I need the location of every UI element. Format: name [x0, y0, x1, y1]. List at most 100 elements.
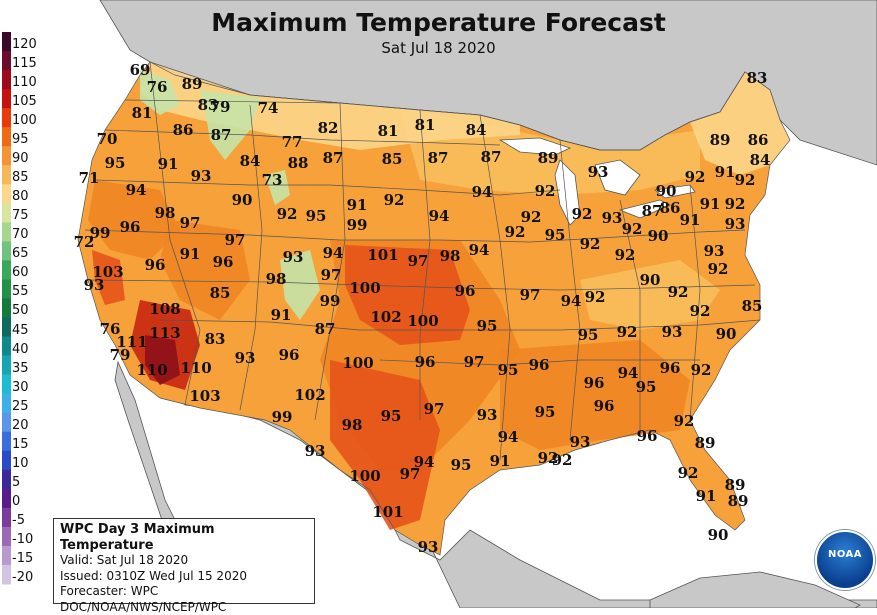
legend-swatch	[2, 146, 11, 166]
temp-label: 93	[235, 349, 256, 367]
temp-label: 100	[349, 279, 380, 297]
temp-label: 100	[342, 354, 373, 372]
temp-label: 91	[347, 196, 368, 214]
temp-label: 86	[173, 121, 194, 139]
temp-label: 98	[440, 247, 461, 265]
legend-label: 55	[12, 285, 29, 299]
temp-label: 91	[700, 195, 721, 213]
legend-swatch	[2, 527, 11, 547]
legend-colorbar	[2, 32, 11, 585]
legend-label: 10	[12, 457, 29, 471]
legend-swatch	[2, 222, 11, 242]
temp-label: 89	[695, 434, 716, 452]
temp-label: 87	[211, 126, 232, 144]
temp-label: 92	[691, 361, 712, 379]
legend-swatch	[2, 565, 11, 585]
temp-label: 74	[258, 99, 279, 117]
legend-label: 65	[12, 247, 29, 261]
temp-label: 100	[407, 312, 438, 330]
temp-label: 99	[320, 292, 341, 310]
legend-label: 90	[12, 152, 29, 166]
temp-label: 92	[735, 171, 756, 189]
temp-label: 96	[120, 218, 141, 236]
temp-label: 94	[472, 183, 493, 201]
temp-label: 102	[370, 308, 401, 326]
map-date: Sat Jul 18 2020	[0, 39, 877, 57]
temp-label: 96	[637, 427, 658, 445]
temp-label: 92	[552, 451, 573, 469]
temp-label: 91	[715, 163, 736, 181]
temp-label: 71	[79, 169, 100, 187]
legend-label: 105	[12, 95, 37, 109]
temp-label: 97	[225, 231, 246, 249]
noaa-logo: NOAA	[815, 530, 875, 590]
legend-swatch	[2, 394, 11, 414]
temp-label: 91	[180, 245, 201, 263]
legend-swatch	[2, 260, 11, 280]
temp-label: 90	[656, 182, 677, 200]
temp-label: 96	[594, 397, 615, 415]
temp-label: 96	[529, 356, 550, 374]
temp-label: 93	[704, 242, 725, 260]
temp-label: 92	[277, 205, 298, 223]
legend-label: 5	[12, 476, 20, 490]
legend-label: 100	[12, 114, 37, 128]
legend-label: 50	[12, 304, 29, 318]
temp-label: 95	[545, 226, 566, 244]
temp-label: 83	[747, 69, 768, 87]
temp-label: 91	[696, 487, 717, 505]
temp-label: 95	[477, 317, 498, 335]
map-title: Maximum Temperature Forecast	[0, 8, 877, 37]
temp-label: 77	[282, 133, 303, 151]
temp-label: 92	[708, 260, 729, 278]
temp-label: 97	[400, 465, 421, 483]
temp-label: 90	[648, 227, 669, 245]
temp-label: 93	[305, 442, 326, 460]
temp-label: 92	[572, 205, 593, 223]
temp-label: 92	[674, 412, 695, 430]
temp-label: 91	[271, 306, 292, 324]
legend-label: 60	[12, 266, 29, 280]
temp-label: 98	[155, 204, 176, 222]
temp-label: 85	[742, 297, 763, 315]
legend-swatch	[2, 298, 11, 318]
legend-swatch	[2, 432, 11, 452]
temp-label: 97	[520, 286, 541, 304]
temp-label: 97	[424, 400, 445, 418]
temp-label: 79	[210, 98, 231, 116]
temp-label: 92	[685, 168, 706, 186]
legend-swatch	[2, 546, 11, 566]
legend-label: 110	[12, 76, 37, 90]
temp-label: 92	[690, 302, 711, 320]
temp-label: 84	[750, 151, 771, 169]
temp-label: 81	[378, 122, 399, 140]
temp-label: 92	[580, 235, 601, 253]
temp-label: 84	[240, 152, 261, 170]
legend-label: -15	[12, 552, 33, 566]
temp-label: 81	[132, 104, 153, 122]
temp-label: 95	[105, 154, 126, 172]
temp-label: 93	[602, 209, 623, 227]
temp-label: 95	[451, 456, 472, 474]
temp-label: 90	[716, 325, 737, 343]
temp-label: 96	[584, 374, 605, 392]
temp-label: 103	[189, 387, 220, 405]
temp-label: 98	[342, 416, 363, 434]
temp-label: 91	[680, 211, 701, 229]
temp-label: 89	[538, 149, 559, 167]
temp-label: 92	[668, 283, 689, 301]
temp-label: 92	[617, 323, 638, 341]
temp-label: 94	[323, 244, 344, 262]
temp-label: 93	[662, 323, 683, 341]
legend-swatch	[2, 165, 11, 185]
legend-swatch	[2, 451, 11, 471]
legend-swatch	[2, 489, 11, 509]
temp-label: 93	[84, 276, 105, 294]
legend-label: 0	[12, 495, 20, 509]
noaa-logo-text: NOAA	[817, 549, 873, 560]
product-info-box: WPC Day 3 Maximum Temperature Valid: Sat…	[53, 518, 315, 604]
valid-time: Valid: Sat Jul 18 2020	[60, 553, 308, 569]
temp-label: 95	[636, 378, 657, 396]
